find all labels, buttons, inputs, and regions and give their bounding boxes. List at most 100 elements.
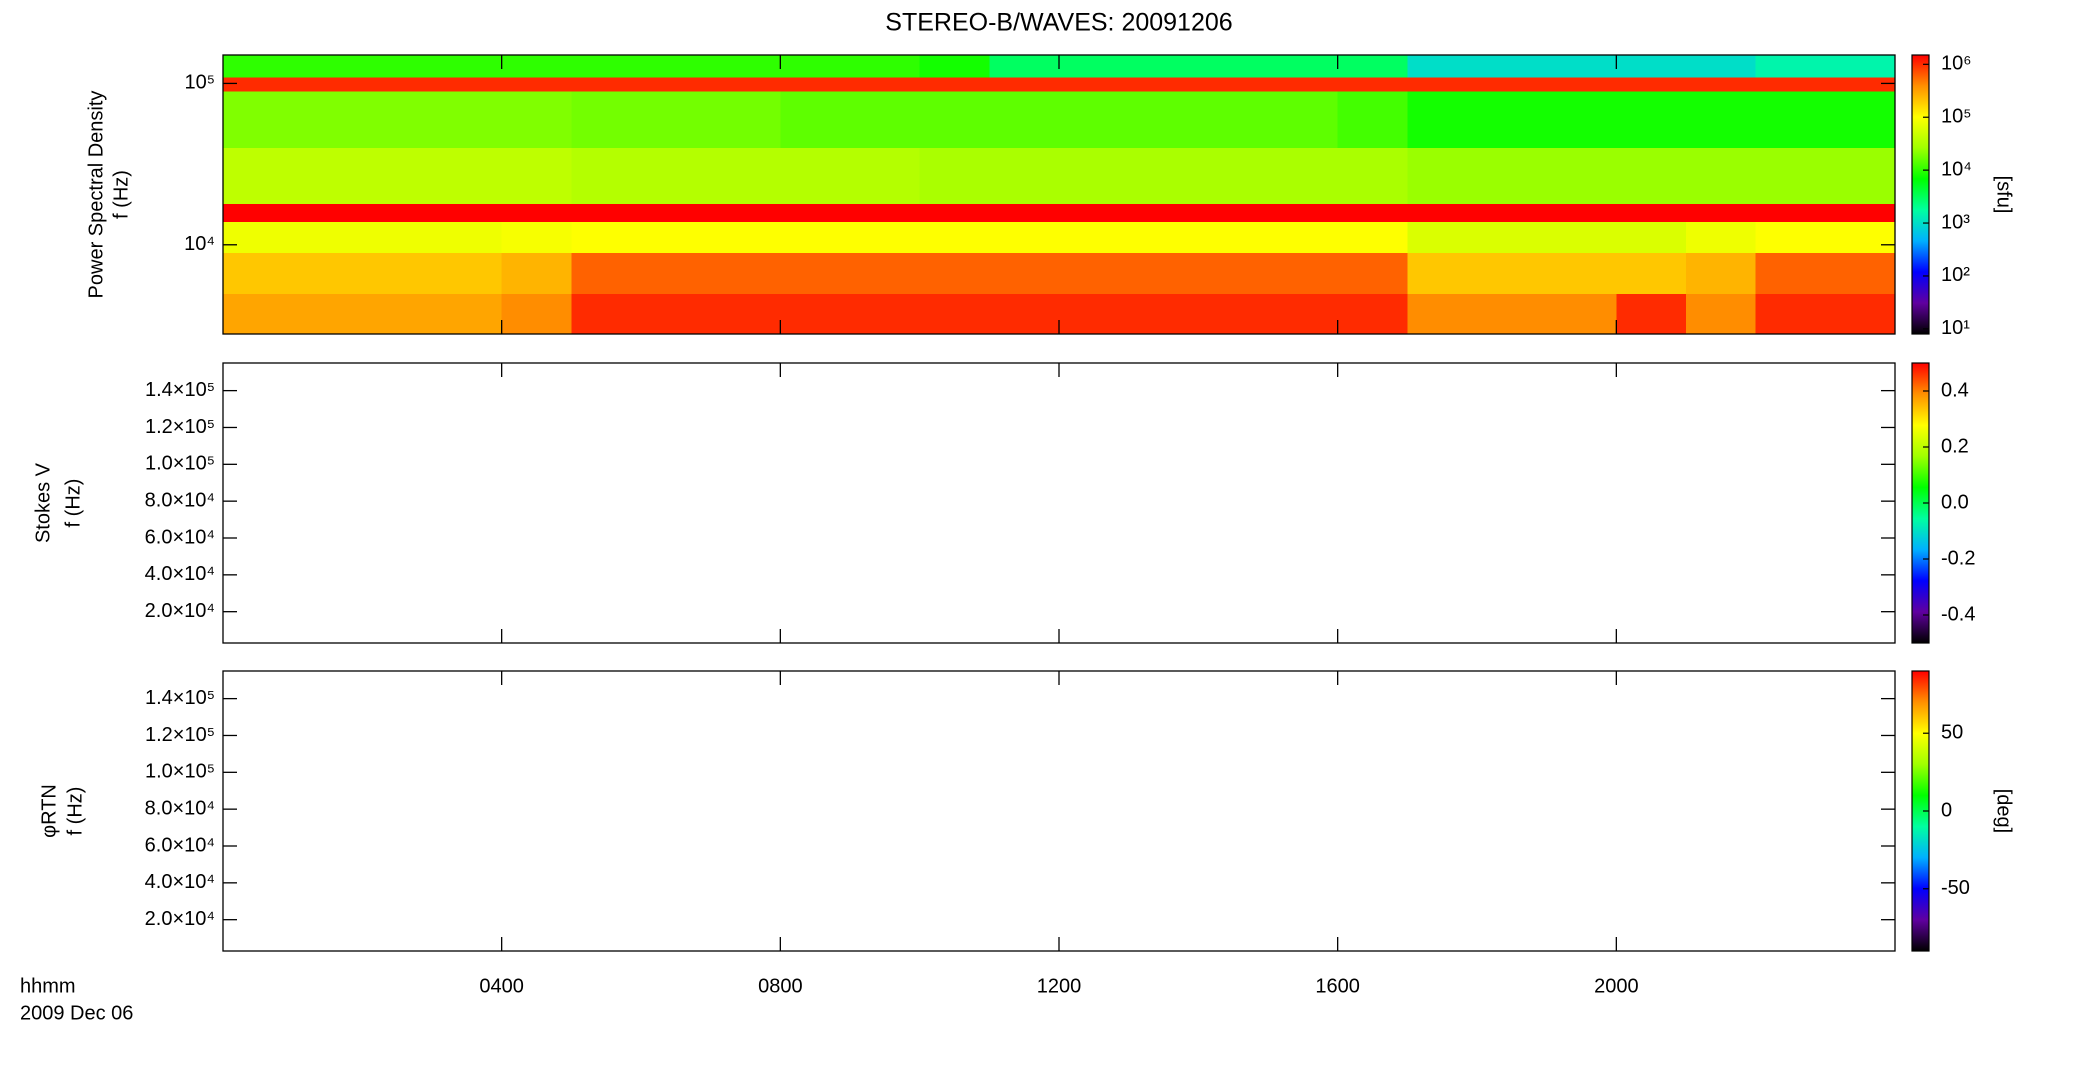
heatmap-cell	[1059, 252, 1130, 294]
heatmap-cell	[1198, 76, 1269, 92]
heatmap-cell	[1407, 221, 1478, 253]
colorbar-tick-label: -50	[1941, 877, 1970, 899]
heatmap-cell	[432, 221, 503, 253]
heatmap-cell	[989, 221, 1060, 253]
heatmap-cell	[223, 90, 294, 149]
heatmap-cell	[1198, 147, 1269, 205]
heatmap-cell	[1268, 221, 1339, 253]
heatmap-cell	[1198, 203, 1269, 222]
colorbar-tick-label: 50	[1941, 722, 1963, 744]
heatmap-cell	[641, 293, 712, 335]
plot-frame	[222, 670, 1896, 952]
heatmap-cell	[1477, 203, 1548, 222]
heatmap-cell	[571, 147, 642, 205]
heatmap-cell	[1128, 147, 1199, 205]
heatmap-cell	[571, 252, 642, 294]
heatmap-cell	[850, 76, 921, 92]
heatmap-cell	[362, 293, 433, 335]
colorbar-tick-label: 10⁴	[1941, 158, 1972, 180]
heatmap-cell	[641, 76, 712, 92]
heatmap-cell	[432, 90, 503, 149]
heatmap-cell	[1686, 76, 1757, 92]
x-tick-label: 0800	[758, 975, 803, 997]
heatmap-cell	[1825, 55, 1896, 78]
y-tick-label: 4.0×10⁴	[145, 871, 215, 893]
heatmap-cell	[1616, 252, 1687, 294]
heatmap-cell	[710, 76, 781, 92]
colorbar-tick-label: 10⁶	[1941, 53, 1971, 75]
heatmap-cell	[292, 147, 363, 205]
x-axis-label: hhmm	[20, 975, 76, 997]
y-axis-label: Power Spectral Density	[85, 91, 107, 299]
heatmap-cell	[432, 203, 503, 222]
heatmap-cell	[1407, 293, 1478, 335]
heatmap-cell	[780, 293, 851, 335]
y-tick-label: 1.2×10⁵	[145, 416, 215, 438]
heatmap-cell	[1755, 90, 1826, 149]
heatmap-cell	[1616, 90, 1687, 149]
heatmap-cell	[501, 203, 572, 222]
heatmap-cell	[919, 55, 990, 78]
heatmap-cell	[641, 221, 712, 253]
heatmap-cell	[1825, 147, 1896, 205]
heatmap-cell	[780, 221, 851, 253]
y-axis-label: f (Hz)	[110, 170, 132, 219]
heatmap-cell	[710, 203, 781, 222]
y-axis-label: f (Hz)	[64, 787, 86, 836]
heatmap-cell	[850, 203, 921, 222]
heatmap-cell	[432, 147, 503, 205]
heatmap-cell	[223, 293, 294, 335]
heatmap-cell	[1268, 252, 1339, 294]
heatmap-cell	[1268, 90, 1339, 149]
heatmap-cell	[1686, 293, 1757, 335]
heatmap-cell	[1686, 147, 1757, 205]
heatmap-cell	[1755, 252, 1826, 294]
heatmap-cell	[1059, 203, 1130, 222]
heatmap-cell	[292, 76, 363, 92]
heatmap-cell	[1407, 55, 1478, 78]
heatmap-cell	[850, 293, 921, 335]
heatmap-cell	[919, 221, 990, 253]
heatmap-cell	[1755, 203, 1826, 222]
y-tick-label: 1.0×10⁵	[145, 453, 215, 475]
heatmap-cell	[710, 147, 781, 205]
heatmap-cell	[1059, 221, 1130, 253]
heatmap-cell	[1616, 221, 1687, 253]
heatmap-cell	[919, 203, 990, 222]
heatmap-cell	[1128, 221, 1199, 253]
colorbar-tick-label: 0.4	[1941, 379, 1969, 401]
heatmap-cell	[501, 252, 572, 294]
heatmap-cell	[571, 90, 642, 149]
heatmap-cell	[1337, 203, 1408, 222]
heatmap-cell	[432, 55, 503, 78]
heatmap-cell	[1546, 293, 1617, 335]
colorbar-tick-label: 0.2	[1941, 435, 1969, 457]
heatmap-cell	[1268, 293, 1339, 335]
heatmap-cell	[641, 252, 712, 294]
heatmap-cell	[1825, 221, 1896, 253]
heatmap-cell	[1198, 293, 1269, 335]
heatmap-cell	[1477, 252, 1548, 294]
y-axis-label: f (Hz)	[62, 479, 84, 528]
colorbar-label: [sfu]	[1993, 176, 2015, 214]
heatmap-cell	[501, 90, 572, 149]
heatmap-cell	[1755, 293, 1826, 335]
heatmap-cell	[1407, 147, 1478, 205]
heatmap-cell	[1268, 76, 1339, 92]
heatmap-cell	[850, 55, 921, 78]
colorbar-tick-label: 10²	[1941, 264, 1970, 286]
heatmap-cell	[362, 203, 433, 222]
y-tick-label: 1.0×10⁵	[145, 761, 215, 783]
heatmap-cell	[1686, 221, 1757, 253]
colorbar	[1911, 54, 1930, 335]
heatmap-cell	[1755, 55, 1826, 78]
heatmap-cell	[1616, 293, 1687, 335]
x-axis-date: 2009 Dec 06	[20, 1002, 133, 1024]
heatmap-cell	[641, 90, 712, 149]
y-tick-label: 6.0×10⁴	[145, 526, 215, 548]
heatmap-cell	[1477, 147, 1548, 205]
heatmap-cell	[710, 55, 781, 78]
heatmap-cell	[850, 90, 921, 149]
heatmap-cell	[1755, 147, 1826, 205]
heatmap-cell	[1407, 90, 1478, 149]
